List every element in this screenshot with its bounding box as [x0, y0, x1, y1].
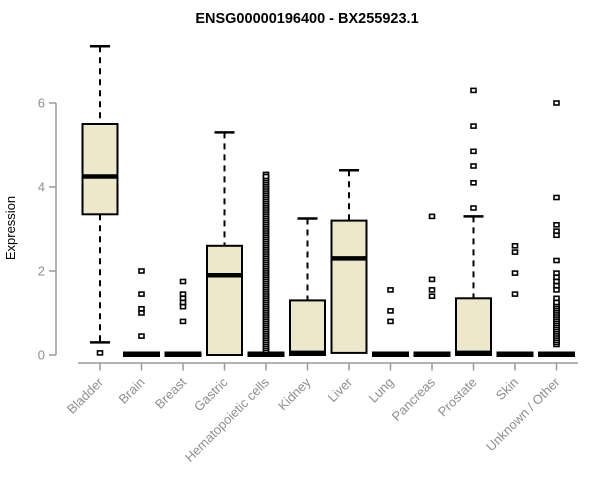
- outlier-point: [470, 205, 477, 211]
- outlier-point: [96, 350, 104, 356]
- iqr-box: [81, 123, 119, 216]
- outlier-point: [138, 268, 145, 274]
- zero-bar: [123, 351, 160, 357]
- outlier-point: [138, 305, 145, 312]
- chart-title: ENSG00000196400 - BX255923.1: [195, 11, 418, 27]
- zero-bar: [164, 351, 202, 357]
- x-tick-label-unknown-other: Unknown / Other: [483, 374, 563, 454]
- x-tick-label-gastric: Gastric: [191, 374, 231, 414]
- x-tick-label-skin: Skin: [493, 375, 521, 403]
- y-tick-label: 6: [38, 96, 45, 111]
- outlier-point: [428, 293, 436, 300]
- outlier-point: [262, 173, 270, 180]
- boxplot-liver: [330, 168, 368, 354]
- outlier-point: [470, 87, 477, 94]
- outlier-point: [179, 303, 187, 310]
- outlier-point: [470, 148, 477, 155]
- outlier-point: [387, 287, 394, 293]
- outlier-point: [553, 222, 560, 228]
- boxplot-skin: [496, 243, 534, 357]
- y-axis-label: Expression: [3, 196, 18, 260]
- boxplot-unknown-other: [538, 100, 575, 357]
- outlier-point: [553, 287, 560, 293]
- outlier-point: [138, 310, 145, 316]
- x-tick-label-liver: Liver: [325, 374, 356, 405]
- outlier-point: [511, 270, 519, 276]
- boxplot-kidney: [289, 217, 326, 356]
- iqr-box: [206, 244, 243, 356]
- outlier-point: [553, 295, 560, 302]
- x-tick-label-brain: Brain: [116, 375, 148, 407]
- outlier-point: [179, 295, 187, 302]
- outlier-point: [553, 228, 560, 234]
- outlier-point: [428, 287, 436, 293]
- boxplot-prostate: [455, 87, 492, 356]
- zero-bar: [496, 351, 534, 357]
- outlier-point: [470, 180, 477, 186]
- boxplot-pancreas: [413, 213, 451, 357]
- outlier-point: [553, 257, 560, 264]
- zero-bar: [538, 351, 575, 357]
- outlier-point: [553, 274, 560, 281]
- x-tick-label-lung: Lung: [366, 375, 397, 406]
- outlier-point: [138, 291, 145, 297]
- y-axis: 0 2 4 6: [38, 96, 57, 363]
- outlier-point: [428, 213, 436, 220]
- zero-bar: [247, 351, 285, 357]
- outlier-point: [179, 318, 187, 325]
- outlier-point: [553, 194, 560, 201]
- iqr-box: [330, 219, 368, 354]
- outlier-point: [470, 163, 477, 169]
- outlier-point: [387, 318, 394, 325]
- outlier-point: [179, 278, 187, 285]
- x-tick-label-prostate: Prostate: [435, 375, 480, 420]
- y-tick-label: 0: [38, 348, 45, 363]
- boxplot-lung: [372, 287, 409, 357]
- x-tick-label-bladder: Bladder: [64, 374, 107, 417]
- outlier-point: [553, 232, 560, 239]
- boxplot-hematopoietic-cells: [247, 171, 285, 357]
- outlier-point: [553, 278, 560, 285]
- outlier-point: [511, 243, 519, 249]
- outlier-point: [470, 123, 477, 129]
- outlier-point: [387, 308, 394, 314]
- iqr-box: [289, 299, 326, 356]
- zero-bar: [413, 351, 451, 357]
- boxplot-breast: [164, 278, 202, 357]
- boxplot-gastric: [206, 131, 243, 356]
- x-tick-label-pancreas: Pancreas: [389, 374, 439, 424]
- outlier-point: [179, 299, 187, 306]
- boxplot-brain: [123, 268, 160, 357]
- x-tick-label-kidney: Kidney: [275, 374, 314, 413]
- boxplot-bladder: [81, 45, 119, 356]
- y-tick-label: 2: [38, 264, 45, 279]
- outlier-point: [511, 291, 519, 297]
- outlier-point: [511, 249, 519, 255]
- x-tick-label-breast: Breast: [152, 374, 189, 411]
- outlier-point: [428, 276, 436, 283]
- outlier-point: [138, 333, 145, 339]
- iqr-box: [455, 297, 492, 356]
- outlier-point: [553, 100, 560, 106]
- zero-bar: [372, 351, 409, 357]
- outlier-point: [553, 299, 560, 306]
- y-tick-label: 4: [38, 180, 45, 195]
